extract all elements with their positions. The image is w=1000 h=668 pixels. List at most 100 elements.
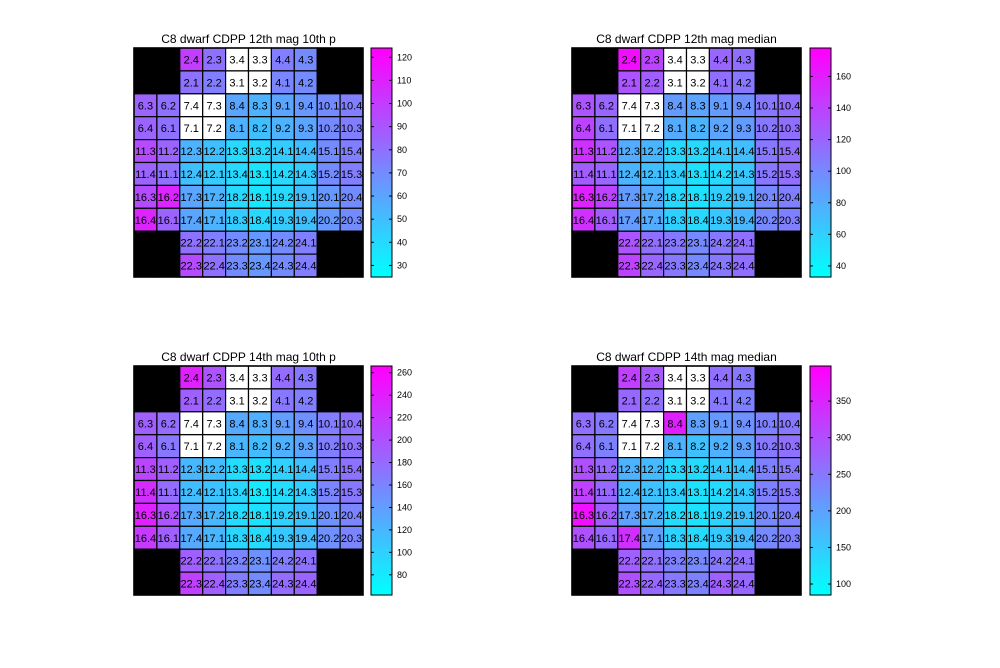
cell-label: 24.3 [272,579,293,591]
colorbar-swatch [810,133,831,139]
colorbar-swatch [371,98,392,103]
cell-label: 15.2 [756,487,777,499]
heatmap-cell [316,548,341,573]
heatmap-cell [133,365,158,390]
cell-label: 15.4 [779,146,800,158]
colorbar-swatch [371,194,392,199]
colorbar-swatch [371,516,392,521]
colorbar-tick-label: 140 [397,502,412,512]
colorbar-swatch [810,169,831,174]
colorbar-tick-label: 120 [397,525,412,535]
heatmap-cell [777,548,802,573]
cell-label: 7.2 [645,441,660,453]
cell-label: 9.1 [275,418,290,430]
heatmap-cell [133,47,158,72]
plot-frame [571,47,802,278]
colorbar-swatch [371,498,392,503]
colorbar-swatch [810,566,831,571]
cell-label: 12.2 [641,146,662,158]
cell-label: 22.2 [619,556,640,568]
colorbar-swatch [810,462,831,467]
heatmap-cell [156,548,181,573]
colorbar-swatch [810,555,831,560]
colorbar-swatch [371,441,392,446]
colorbar-swatch [810,408,831,414]
cell-label: 23.3 [226,579,247,591]
colorbar-tick-label: 40 [836,261,846,271]
cell-label: 19.1 [733,192,754,204]
cell-label: 17.4 [619,533,640,545]
cell-label: 10.3 [779,123,800,135]
colorbar-tick-label: 120 [397,52,412,62]
colorbar-swatch [810,577,831,582]
cell-label: 16.1 [596,215,617,227]
cell-label: 4.3 [736,372,751,384]
colorbar-swatch [371,130,392,135]
cell-label: 3.2 [690,77,705,89]
colorbar-swatch [810,441,831,446]
heatmap-cell [133,253,158,278]
cell-label: 11.4 [573,169,594,181]
cell-label: 14.3 [733,487,754,499]
colorbar-tick-label: 80 [836,198,846,208]
cell-label: 19.1 [295,510,316,522]
colorbar-swatch [371,509,392,514]
colorbar-swatch [810,194,831,199]
colorbar-swatch [371,412,392,417]
colorbar-swatch [371,191,392,196]
cell-label: 9.1 [275,100,290,112]
colorbar-swatch [810,587,831,593]
colorbar-swatch [810,94,831,99]
cell-label: 12.1 [641,487,662,499]
cell-label: 3.1 [229,77,244,89]
cell-label: 18.4 [249,533,270,545]
colorbar-swatch [810,455,831,460]
colorbar-swatch [371,234,392,239]
cell-label: 23.1 [249,238,270,250]
colorbar-swatch [371,158,392,164]
colorbar-swatch [810,226,831,232]
colorbar-swatch [371,108,392,114]
cell-label: 23.2 [226,556,247,568]
cell-label: 6.4 [138,441,153,453]
cell-label: 11.3 [573,146,594,158]
cell-label: 24.3 [272,261,293,273]
cell-label: 10.3 [779,441,800,453]
cell-label: 20.3 [341,215,362,227]
cell-label: 10.4 [779,418,800,430]
colorbar-tick-label: 250 [836,469,851,479]
colorbar-swatch [810,234,831,239]
cell-label: 6.3 [576,418,591,430]
cell-label: 23.4 [249,261,270,273]
colorbar-swatch [371,394,392,399]
colorbar: 40 60 80 100 120 140 160 [809,47,851,278]
heatmap-cell [777,365,802,390]
colorbar-swatch [810,573,831,578]
cell-label: 9.4 [736,418,751,430]
cell-label: 23.2 [664,238,685,250]
cell-label: 10.3 [341,123,362,135]
cell-label: 8.1 [667,123,682,135]
cell-label: 11.3 [573,464,594,476]
cell-label: 24.2 [710,556,731,568]
colorbar-swatch [371,133,392,139]
colorbar-swatch [371,426,392,432]
colorbar-swatch [810,69,831,74]
cell-label: 12.2 [203,464,224,476]
heatmap-cell [777,571,802,596]
colorbar-swatch [371,519,392,525]
colorbar-tick-label: 50 [397,214,407,224]
cell-label: 22.1 [203,556,224,568]
cell-label: 2.4 [184,54,199,66]
cell-label: 22.4 [203,261,224,273]
cell-label: 17.1 [203,533,224,545]
cell-label: 3.4 [667,372,682,384]
heatmap-cell [571,253,596,278]
colorbar-swatch [371,437,392,442]
cell-label: 2.3 [207,54,222,66]
colorbar-swatch [810,591,831,596]
cell-label: 18.1 [687,510,708,522]
cell-label: 15.3 [341,487,362,499]
cell-label: 18.3 [226,533,247,545]
colorbar-swatch [371,237,392,242]
